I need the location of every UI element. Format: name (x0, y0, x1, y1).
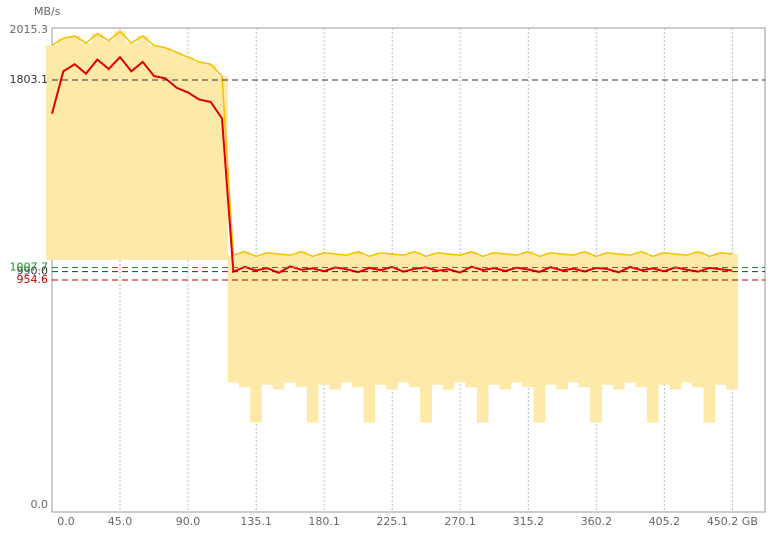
x-tick-label: 180.1 (308, 515, 340, 528)
range-bar (635, 251, 648, 388)
range-bar (227, 255, 240, 383)
range-bar (363, 256, 376, 423)
y-tick-label: 1007.7 (10, 260, 49, 273)
range-bar (261, 252, 274, 385)
range-bar (216, 76, 228, 260)
x-tick-label: 315.2 (513, 515, 545, 528)
range-bar (578, 251, 591, 388)
range-bar (250, 256, 262, 423)
range-bar (408, 251, 421, 388)
range-bar (454, 255, 466, 383)
range-bar (567, 255, 580, 383)
average-line (51, 55, 733, 274)
range-bar (669, 253, 682, 390)
range-bar (465, 251, 478, 388)
range-bar (374, 252, 387, 385)
range-bar (272, 253, 285, 390)
range-bar (726, 253, 738, 390)
range-bar (612, 253, 625, 390)
range-bar (601, 252, 614, 385)
range-bar (284, 255, 296, 383)
x-tick-label: 135.1 (240, 515, 272, 528)
range-bar (182, 57, 194, 260)
range-bar (533, 256, 546, 423)
range-bar (46, 45, 58, 260)
range-bar (499, 253, 512, 390)
range-bar (91, 33, 104, 260)
range-bar (80, 43, 92, 260)
range-bar (522, 251, 534, 388)
range-bar (306, 256, 319, 423)
range-bar (714, 252, 727, 385)
x-tick-label: 90.0 (176, 515, 201, 528)
range-bar (125, 43, 138, 260)
range-bar (544, 252, 557, 385)
range-bar (658, 252, 670, 385)
range-bar (329, 253, 342, 390)
y-axis-label: MB/s (34, 5, 61, 18)
range-bar (590, 256, 602, 423)
range-bar (136, 35, 149, 260)
range-bar (397, 255, 410, 383)
x-tick-label: 405.2 (649, 515, 681, 528)
x-tick-label: 270.1 (444, 515, 476, 528)
range-bar (624, 255, 636, 383)
max-line (51, 30, 733, 258)
y-tick-label: 1803.1 (10, 73, 49, 86)
range-bar (680, 255, 693, 383)
range-bar (238, 251, 251, 388)
y-tick-label: 954.6 (17, 273, 49, 286)
y-tick-label: 990.0 (17, 265, 49, 278)
range-bar (646, 256, 659, 423)
range-bar (170, 52, 183, 260)
range-bar (556, 253, 568, 390)
y-tick-label: 0.0 (31, 498, 49, 511)
x-tick-label: 225.1 (376, 515, 408, 528)
x-tick-label: 450.2 GB (707, 515, 758, 528)
range-bar (295, 251, 308, 388)
range-bar (352, 251, 364, 388)
x-tick-label: 45.0 (108, 515, 133, 528)
range-bar (692, 251, 704, 388)
range-bar (57, 38, 70, 260)
range-bar (102, 40, 115, 260)
y-tick-label: 2015.3 (10, 23, 49, 36)
x-tick-label: 360.2 (581, 515, 613, 528)
range-bar (68, 35, 81, 260)
range-bar (159, 47, 172, 260)
range-bar (340, 255, 353, 383)
range-bar (510, 255, 523, 383)
range-bar (386, 253, 398, 390)
range-bar (431, 252, 444, 385)
range-bar (442, 253, 455, 390)
range-bar (318, 252, 330, 385)
range-bar (476, 256, 489, 423)
range-bar (114, 31, 126, 260)
range-bar (488, 252, 500, 385)
range-bar (193, 61, 206, 260)
range-bar (420, 256, 432, 423)
range-bar (204, 64, 217, 260)
x-tick-label: 0.0 (57, 515, 75, 528)
range-bar (148, 45, 160, 260)
range-bar (703, 256, 716, 423)
